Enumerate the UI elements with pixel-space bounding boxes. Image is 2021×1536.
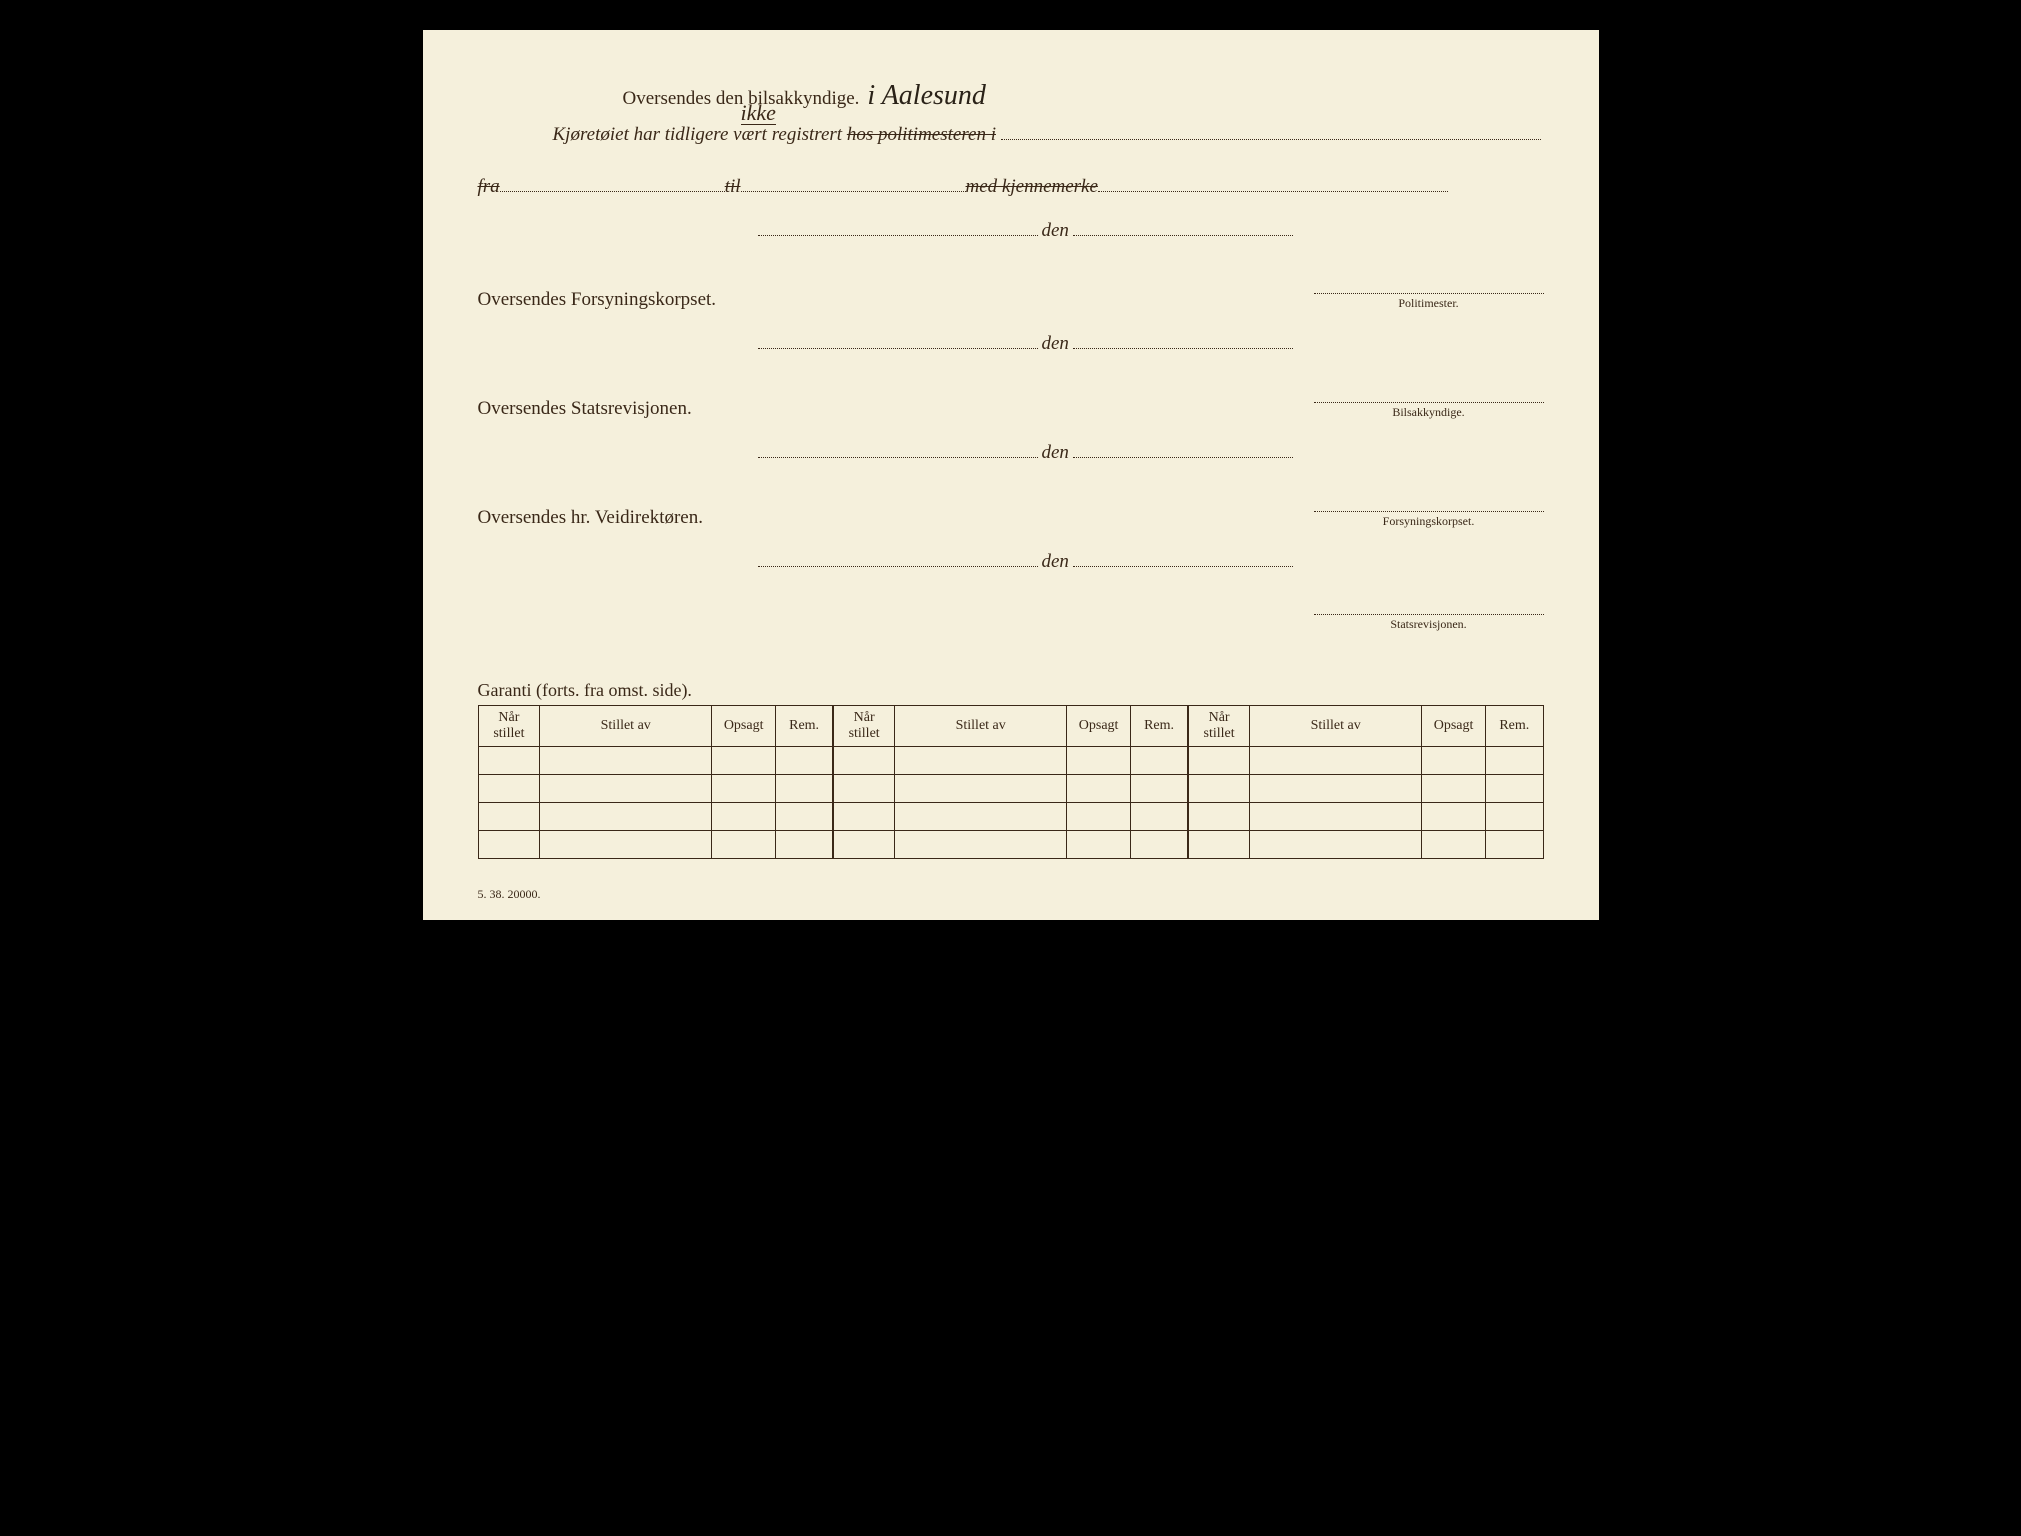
col-rem: Rem. <box>1486 706 1543 747</box>
oversendes-veidirektoren-label: Oversendes hr. Veidirektøren. <box>478 507 703 529</box>
signature-line <box>1314 498 1544 512</box>
den-row-2: den <box>758 333 1544 355</box>
col-opsagt: Opsagt <box>712 706 776 747</box>
fill-line <box>1073 348 1293 349</box>
fill-line <box>758 457 1038 458</box>
fra-til-row: fra til med kjennemerke <box>478 176 1544 198</box>
den-row-3: den <box>758 442 1544 464</box>
fill-line <box>758 566 1038 567</box>
fill-line <box>1073 235 1293 236</box>
den-label: den <box>1042 333 1069 355</box>
section-veidirektoren: Oversendes hr. Veidirektøren. Forsynings… <box>478 498 1544 529</box>
col-stillet-av: Stillet av <box>540 706 712 747</box>
fra-struck: fra <box>478 176 500 198</box>
oversendes-statsrevisjonen-label: Oversendes Statsrevisjonen. <box>478 398 692 420</box>
kjoretoiet-prefix: Kjøretøiet har tidligere <box>553 124 729 145</box>
statsrevisjonen-signature: Statsrevisjonen. <box>1314 601 1544 632</box>
den-row-4: den <box>758 551 1544 573</box>
table-header-row: Når stillet Stillet av Opsagt Rem. Når s… <box>478 706 1543 747</box>
final-signature-row: Statsrevisjonen. <box>478 601 1544 632</box>
fill-line <box>741 191 966 192</box>
section-forsyningskorpset: Oversendes Forsyningskorpset. Politimest… <box>478 280 1544 311</box>
col-nar-stillet: Når stillet <box>1188 706 1250 747</box>
col-nar-stillet: Når stillet <box>478 706 540 747</box>
table-row <box>478 831 1543 859</box>
fill-line <box>500 191 725 192</box>
politimester-signature: Politimester. <box>1314 280 1544 311</box>
col-opsagt: Opsagt <box>1422 706 1486 747</box>
col-nar-stillet: Når stillet <box>833 706 895 747</box>
table-row <box>478 803 1543 831</box>
ikke-annotation: ikke <box>741 102 776 125</box>
form-number: 5. 38. 20000. <box>478 887 541 902</box>
med-kjennemerke-struck: med kjennemerke <box>966 176 1098 198</box>
handwritten-location: i Aalesund <box>867 80 985 112</box>
section-statsrevisjonen: Oversendes Statsrevisjonen. Bilsakkyndig… <box>478 389 1544 420</box>
col-opsagt: Opsagt <box>1067 706 1131 747</box>
fill-line <box>758 348 1038 349</box>
col-rem: Rem. <box>1131 706 1188 747</box>
bilsakkyndige-signature: Bilsakkyndige. <box>1314 389 1544 420</box>
den-label: den <box>1042 442 1069 464</box>
fill-line <box>1001 139 1541 140</box>
hos-politimesteren-struck: hos politimesteren i <box>847 124 996 145</box>
bilsakkyndige-label: Bilsakkyndige. <box>1314 405 1544 420</box>
garanti-table: Når stillet Stillet av Opsagt Rem. Når s… <box>478 705 1544 859</box>
table-row <box>478 775 1543 803</box>
forsyningskorpset-label: Forsyningskorpset. <box>1314 514 1544 529</box>
table-row <box>478 747 1543 775</box>
fill-line <box>1073 457 1293 458</box>
vaert-registrert: vært registrert <box>733 124 842 145</box>
garanti-caption: Garanti (forts. fra omst. side). <box>478 680 1544 701</box>
col-stillet-av: Stillet av <box>1250 706 1422 747</box>
politimester-label: Politimester. <box>1314 296 1544 311</box>
header-line-2: ikke Kjøretøiet har tidligere vært regis… <box>553 124 1544 146</box>
fill-line <box>1073 566 1293 567</box>
col-rem: Rem. <box>776 706 833 747</box>
forsyningskorpset-signature: Forsyningskorpset. <box>1314 498 1544 529</box>
fill-line <box>1098 191 1448 192</box>
col-stillet-av: Stillet av <box>895 706 1067 747</box>
signature-line <box>1314 601 1544 615</box>
document-page: Oversendes den bilsakkyndige. i Aalesund… <box>423 30 1599 920</box>
den-label: den <box>1042 551 1069 573</box>
den-row-1: den <box>758 220 1544 242</box>
statsrevisjonen-label: Statsrevisjonen. <box>1314 617 1544 632</box>
signature-line <box>1314 389 1544 403</box>
oversendes-forsyningskorpset-label: Oversendes Forsyningskorpset. <box>478 289 717 311</box>
til-struck: til <box>725 176 741 198</box>
den-label: den <box>1042 220 1069 242</box>
signature-line <box>1314 280 1544 294</box>
fill-line <box>758 235 1038 236</box>
